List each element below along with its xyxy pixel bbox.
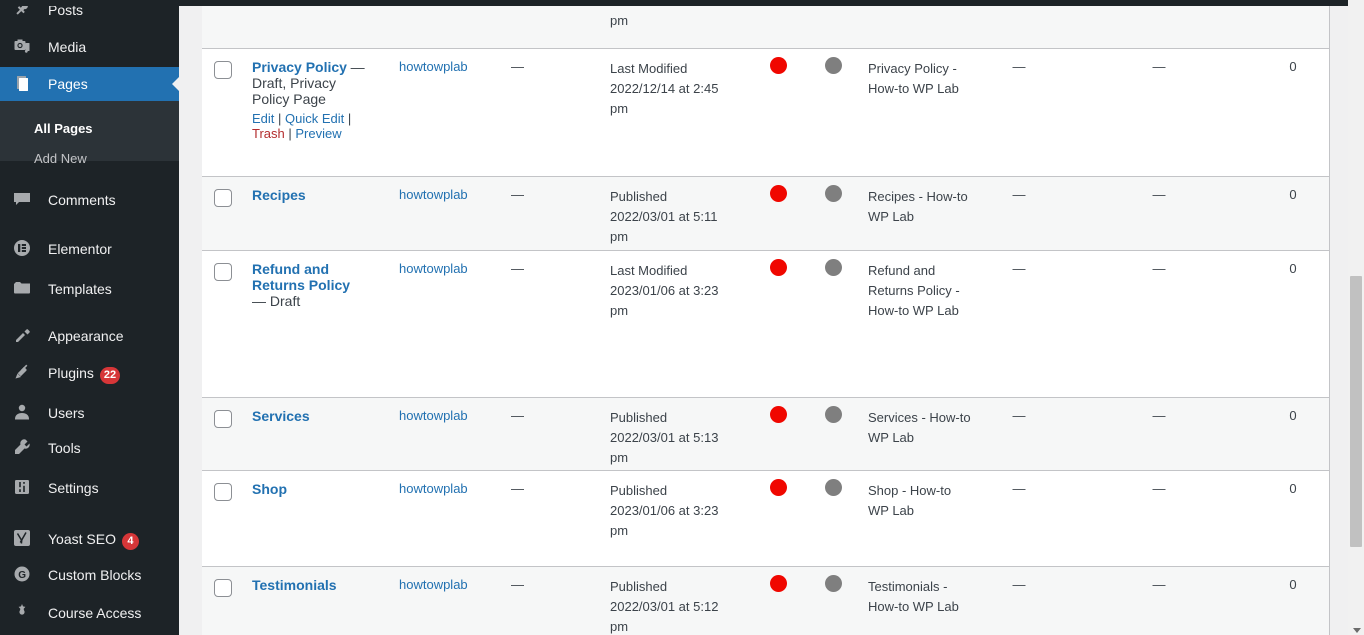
- svg-text:G: G: [18, 570, 26, 581]
